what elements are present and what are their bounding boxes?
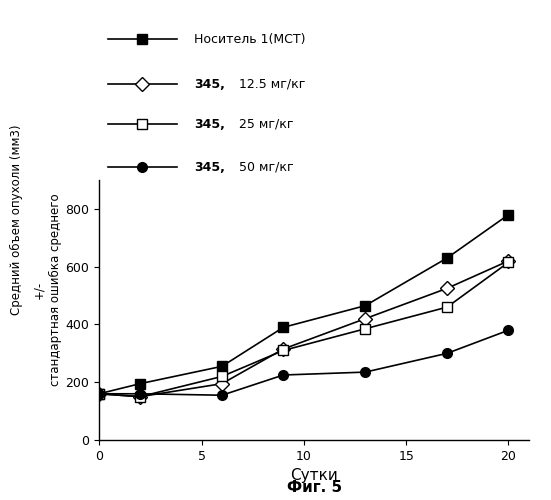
Text: Носитель 1(МСТ): Носитель 1(МСТ)	[194, 32, 305, 46]
345, 12.5 мг/кг	[137, 394, 143, 400]
Text: 12.5 мг/кг: 12.5 мг/кг	[235, 78, 305, 90]
345, 25 мг/кг	[444, 304, 450, 310]
Text: 50 мг/кг: 50 мг/кг	[235, 160, 293, 173]
345, 12.5 мг/кг	[362, 316, 369, 322]
345, 25 мг/кг	[96, 391, 102, 397]
Носитель 1(МСТ)	[444, 255, 450, 261]
Line: 345, 50 мг/кг: 345, 50 мг/кг	[94, 326, 514, 400]
345, 12.5 мг/кг	[96, 391, 102, 397]
345, 25 мг/кг	[280, 348, 287, 354]
345, 12.5 мг/кг	[505, 258, 512, 264]
Text: +/-: +/-	[32, 281, 45, 299]
Text: 25 мг/кг: 25 мг/кг	[235, 118, 293, 130]
Text: 345,: 345,	[194, 78, 225, 90]
Text: 345,: 345,	[194, 160, 225, 173]
345, 25 мг/кг	[505, 260, 512, 266]
345, 50 мг/кг	[96, 391, 102, 397]
Line: 345, 25 мг/кг: 345, 25 мг/кг	[94, 258, 514, 402]
345, 25 мг/кг	[362, 326, 369, 332]
Носитель 1(МСТ)	[137, 380, 143, 386]
345, 50 мг/кг	[362, 369, 369, 375]
345, 12.5 мг/кг	[219, 380, 225, 386]
345, 50 мг/кг	[505, 327, 512, 333]
Носитель 1(МСТ)	[96, 391, 102, 397]
Носитель 1(МСТ)	[505, 212, 512, 218]
Text: Средний объем опухоли (мм3): Средний объем опухоли (мм3)	[10, 124, 23, 316]
345, 12.5 мг/кг	[280, 346, 287, 352]
Носитель 1(МСТ)	[219, 364, 225, 370]
345, 50 мг/кг	[280, 372, 287, 378]
345, 25 мг/кг	[137, 394, 143, 400]
Text: стандартная ошибка среднего: стандартная ошибка среднего	[48, 194, 62, 386]
345, 50 мг/кг	[137, 391, 143, 397]
345, 50 мг/кг	[444, 350, 450, 356]
Line: Носитель 1(МСТ): Носитель 1(МСТ)	[94, 210, 514, 398]
Line: 345, 12.5 мг/кг: 345, 12.5 мг/кг	[94, 256, 514, 402]
Text: 345,: 345,	[194, 118, 225, 130]
345, 25 мг/кг	[219, 374, 225, 380]
X-axis label: Сутки: Сутки	[290, 468, 338, 483]
Носитель 1(МСТ)	[280, 324, 287, 330]
Text: Фиг. 5: Фиг. 5	[287, 480, 342, 495]
345, 50 мг/кг	[219, 392, 225, 398]
Носитель 1(МСТ)	[362, 302, 369, 308]
345, 12.5 мг/кг	[444, 286, 450, 292]
